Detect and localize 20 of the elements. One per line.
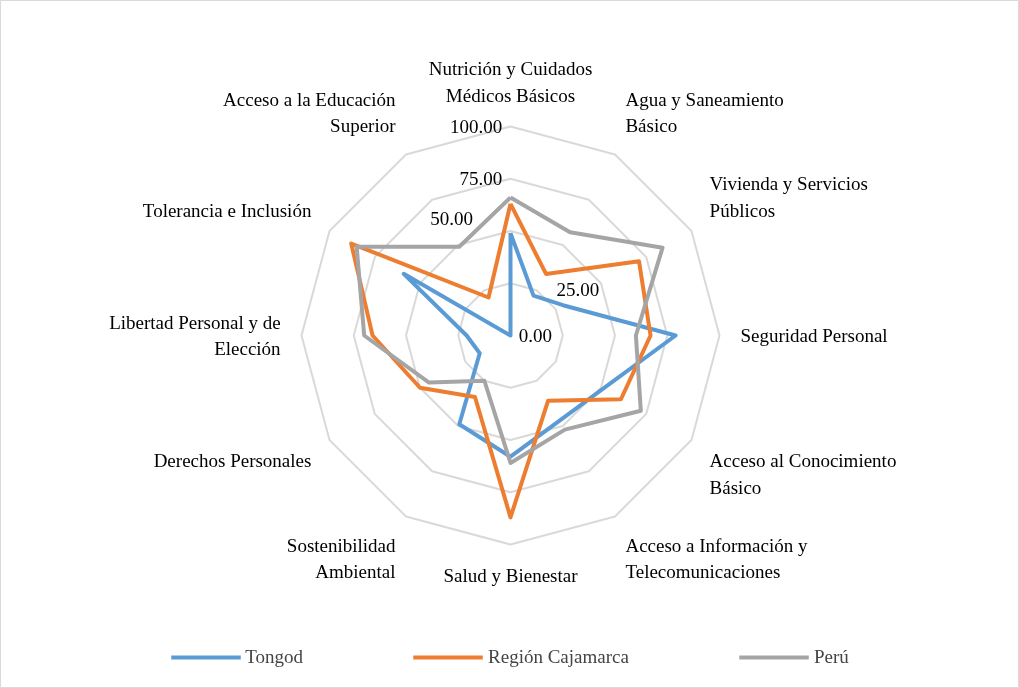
spoke-label: Acceso al Conocimiento Básico: [709, 450, 897, 498]
spoke-label: Libertad Personal y de Elección: [109, 311, 282, 360]
spoke-label: Vivienda y Servicios Públicos: [709, 173, 868, 221]
spoke-label: Acceso a Información y Telecomunicaciones: [625, 534, 808, 582]
spoke-label: Seguridad Personal: [740, 325, 888, 346]
spoke-label: Salud y Bienestar: [443, 565, 579, 587]
y-tick-label: 100.00: [449, 116, 503, 137]
y-tick-label: 75.00: [459, 168, 503, 190]
y-tick-label: 50.00: [430, 207, 473, 229]
y-tick-label: 0.00: [518, 325, 553, 346]
legend-label: Tongod: [245, 646, 304, 668]
legend-label: Perú: [813, 646, 849, 668]
y-tick-label: 25.00: [556, 279, 600, 301]
spoke-label: Acceso a la Educación Superior: [223, 89, 397, 137]
legend-label: Región Cajamarca: [488, 646, 629, 668]
spoke-label: Derechos Personales: [153, 450, 312, 472]
spoke-label: Sostenibilidad Ambiental: [286, 534, 397, 582]
spoke-label: Tolerancia e Inclusión: [142, 199, 312, 221]
spoke-label: Agua y Saneamiento Básico: [625, 89, 784, 137]
spoke-label: Nutrición y Cuidados Médicos Básicos: [428, 58, 593, 106]
